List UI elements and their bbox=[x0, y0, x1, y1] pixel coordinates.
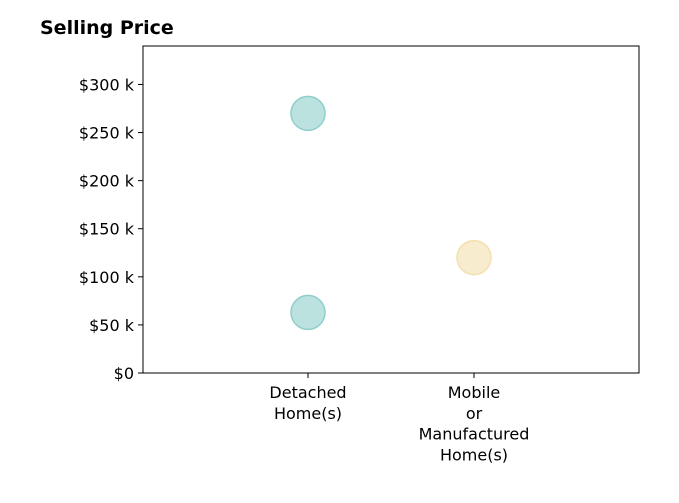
x-tick-label-line: Detached bbox=[269, 383, 346, 402]
x-tick-label-line: Home(s) bbox=[274, 404, 342, 423]
chart-title: Selling Price bbox=[40, 17, 174, 39]
data-points bbox=[290, 95, 492, 331]
data-point[interactable] bbox=[456, 239, 492, 276]
data-point[interactable] bbox=[290, 95, 326, 132]
x-tick-label-line: Mobile bbox=[448, 383, 500, 402]
x-tick-label: Detached Home(s) bbox=[269, 383, 346, 423]
y-axis: $0 $50 k $100 k $150 k $200 k $250 k $300 k bbox=[79, 75, 143, 383]
y-tick-label: $200 k bbox=[79, 172, 135, 191]
y-tick-label: $250 k bbox=[79, 124, 135, 143]
x-axis: Detached Home(s)Mobile or Manufactured Home(… bbox=[269, 373, 529, 464]
y-tick-label: $0 bbox=[114, 364, 134, 383]
y-tick-label: $100 k bbox=[79, 268, 135, 287]
data-point[interactable] bbox=[290, 294, 326, 331]
plot-area-frame bbox=[142, 45, 640, 374]
x-tick-label-line: Home(s) bbox=[440, 445, 508, 464]
x-tick-label: Mobile or Manufactured Home(s) bbox=[419, 383, 530, 464]
y-tick-label: $50 k bbox=[89, 316, 135, 335]
y-tick-label: $150 k bbox=[79, 220, 135, 239]
x-tick-label-line: Manufactured bbox=[419, 425, 530, 444]
x-tick-label-line: or bbox=[466, 404, 483, 423]
y-tick-label: $300 k bbox=[79, 75, 135, 94]
